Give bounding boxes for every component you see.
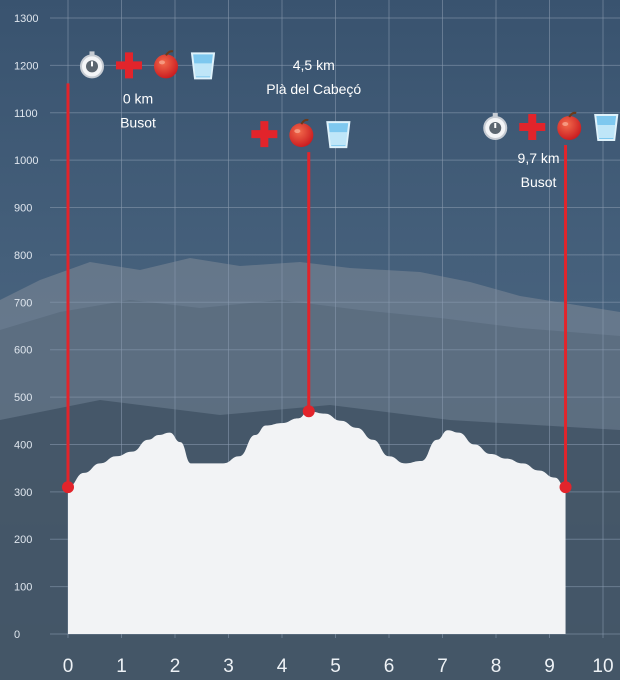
y-tick-label: 700	[14, 297, 32, 309]
water-icon	[190, 52, 216, 80]
y-tick-label: 200	[14, 534, 32, 546]
marker-dot	[559, 481, 572, 494]
water-icon	[326, 121, 351, 149]
aid-station-markers: 0 km Busot 4,5 km Plà del Cabeçó 9,7 km Busot	[62, 50, 619, 494]
stopwatch-icon	[80, 51, 104, 79]
y-tick-label: 800	[14, 250, 32, 262]
elevation-area	[68, 411, 566, 634]
marker-place-label: Plà del Cabeçó	[266, 81, 361, 97]
y-tick-label: 0	[14, 629, 20, 641]
first-aid-icon	[116, 52, 142, 79]
stopwatch-icon	[483, 112, 508, 140]
marker-distance-label: 9,7 km	[518, 150, 560, 166]
aid-station-marker: 4,5 km Plà del Cabeçó	[251, 57, 361, 418]
x-tick-label: 0	[63, 656, 74, 677]
y-tick-label: 900	[14, 203, 32, 215]
y-tick-label: 1100	[14, 108, 38, 120]
x-tick-label: 8	[491, 656, 502, 677]
elevation-profile	[68, 411, 566, 634]
marker-distance-label: 4,5 km	[293, 57, 335, 73]
y-tick-label: 300	[14, 487, 32, 499]
y-tick-label: 600	[14, 345, 32, 357]
marker-distance-label: 0 km	[123, 90, 153, 106]
x-tick-label: 10	[592, 656, 613, 677]
food-icon	[557, 111, 582, 140]
y-tick-label: 1300	[14, 13, 38, 25]
aid-station-marker: 9,7 km Busot	[483, 111, 619, 494]
marker-dot	[302, 405, 315, 418]
y-tick-label: 100	[14, 582, 32, 594]
marker-place-label: Busot	[521, 174, 557, 190]
y-tick-label: 1200	[14, 60, 38, 72]
first-aid-icon	[251, 121, 278, 148]
first-aid-icon	[519, 113, 546, 140]
y-tick-label: 400	[14, 439, 32, 451]
y-tick-label: 1000	[14, 155, 38, 167]
water-icon	[594, 113, 619, 141]
food-icon	[289, 118, 314, 148]
marker-dot	[62, 481, 74, 494]
x-tick-label: 2	[170, 656, 181, 677]
x-tick-label: 3	[223, 656, 234, 677]
x-axis-labels: 0 1 2 3 4 5 6 7 8 9 10	[63, 656, 614, 677]
aid-station-marker: 0 km Busot	[62, 50, 216, 494]
marker-place-label: Busot	[120, 114, 156, 130]
x-tick-label: 6	[384, 656, 395, 677]
x-tick-label: 9	[544, 656, 555, 677]
x-tick-label: 7	[437, 656, 448, 677]
x-tick-label: 5	[330, 656, 341, 677]
y-axis-labels: 0 100 200 300 400 500 600 700 800 900 1000 1100 1200…	[14, 13, 38, 641]
x-tick-label: 4	[277, 656, 288, 677]
x-tick-label: 1	[116, 656, 127, 677]
y-tick-label: 500	[14, 392, 32, 404]
food-icon	[154, 50, 178, 79]
